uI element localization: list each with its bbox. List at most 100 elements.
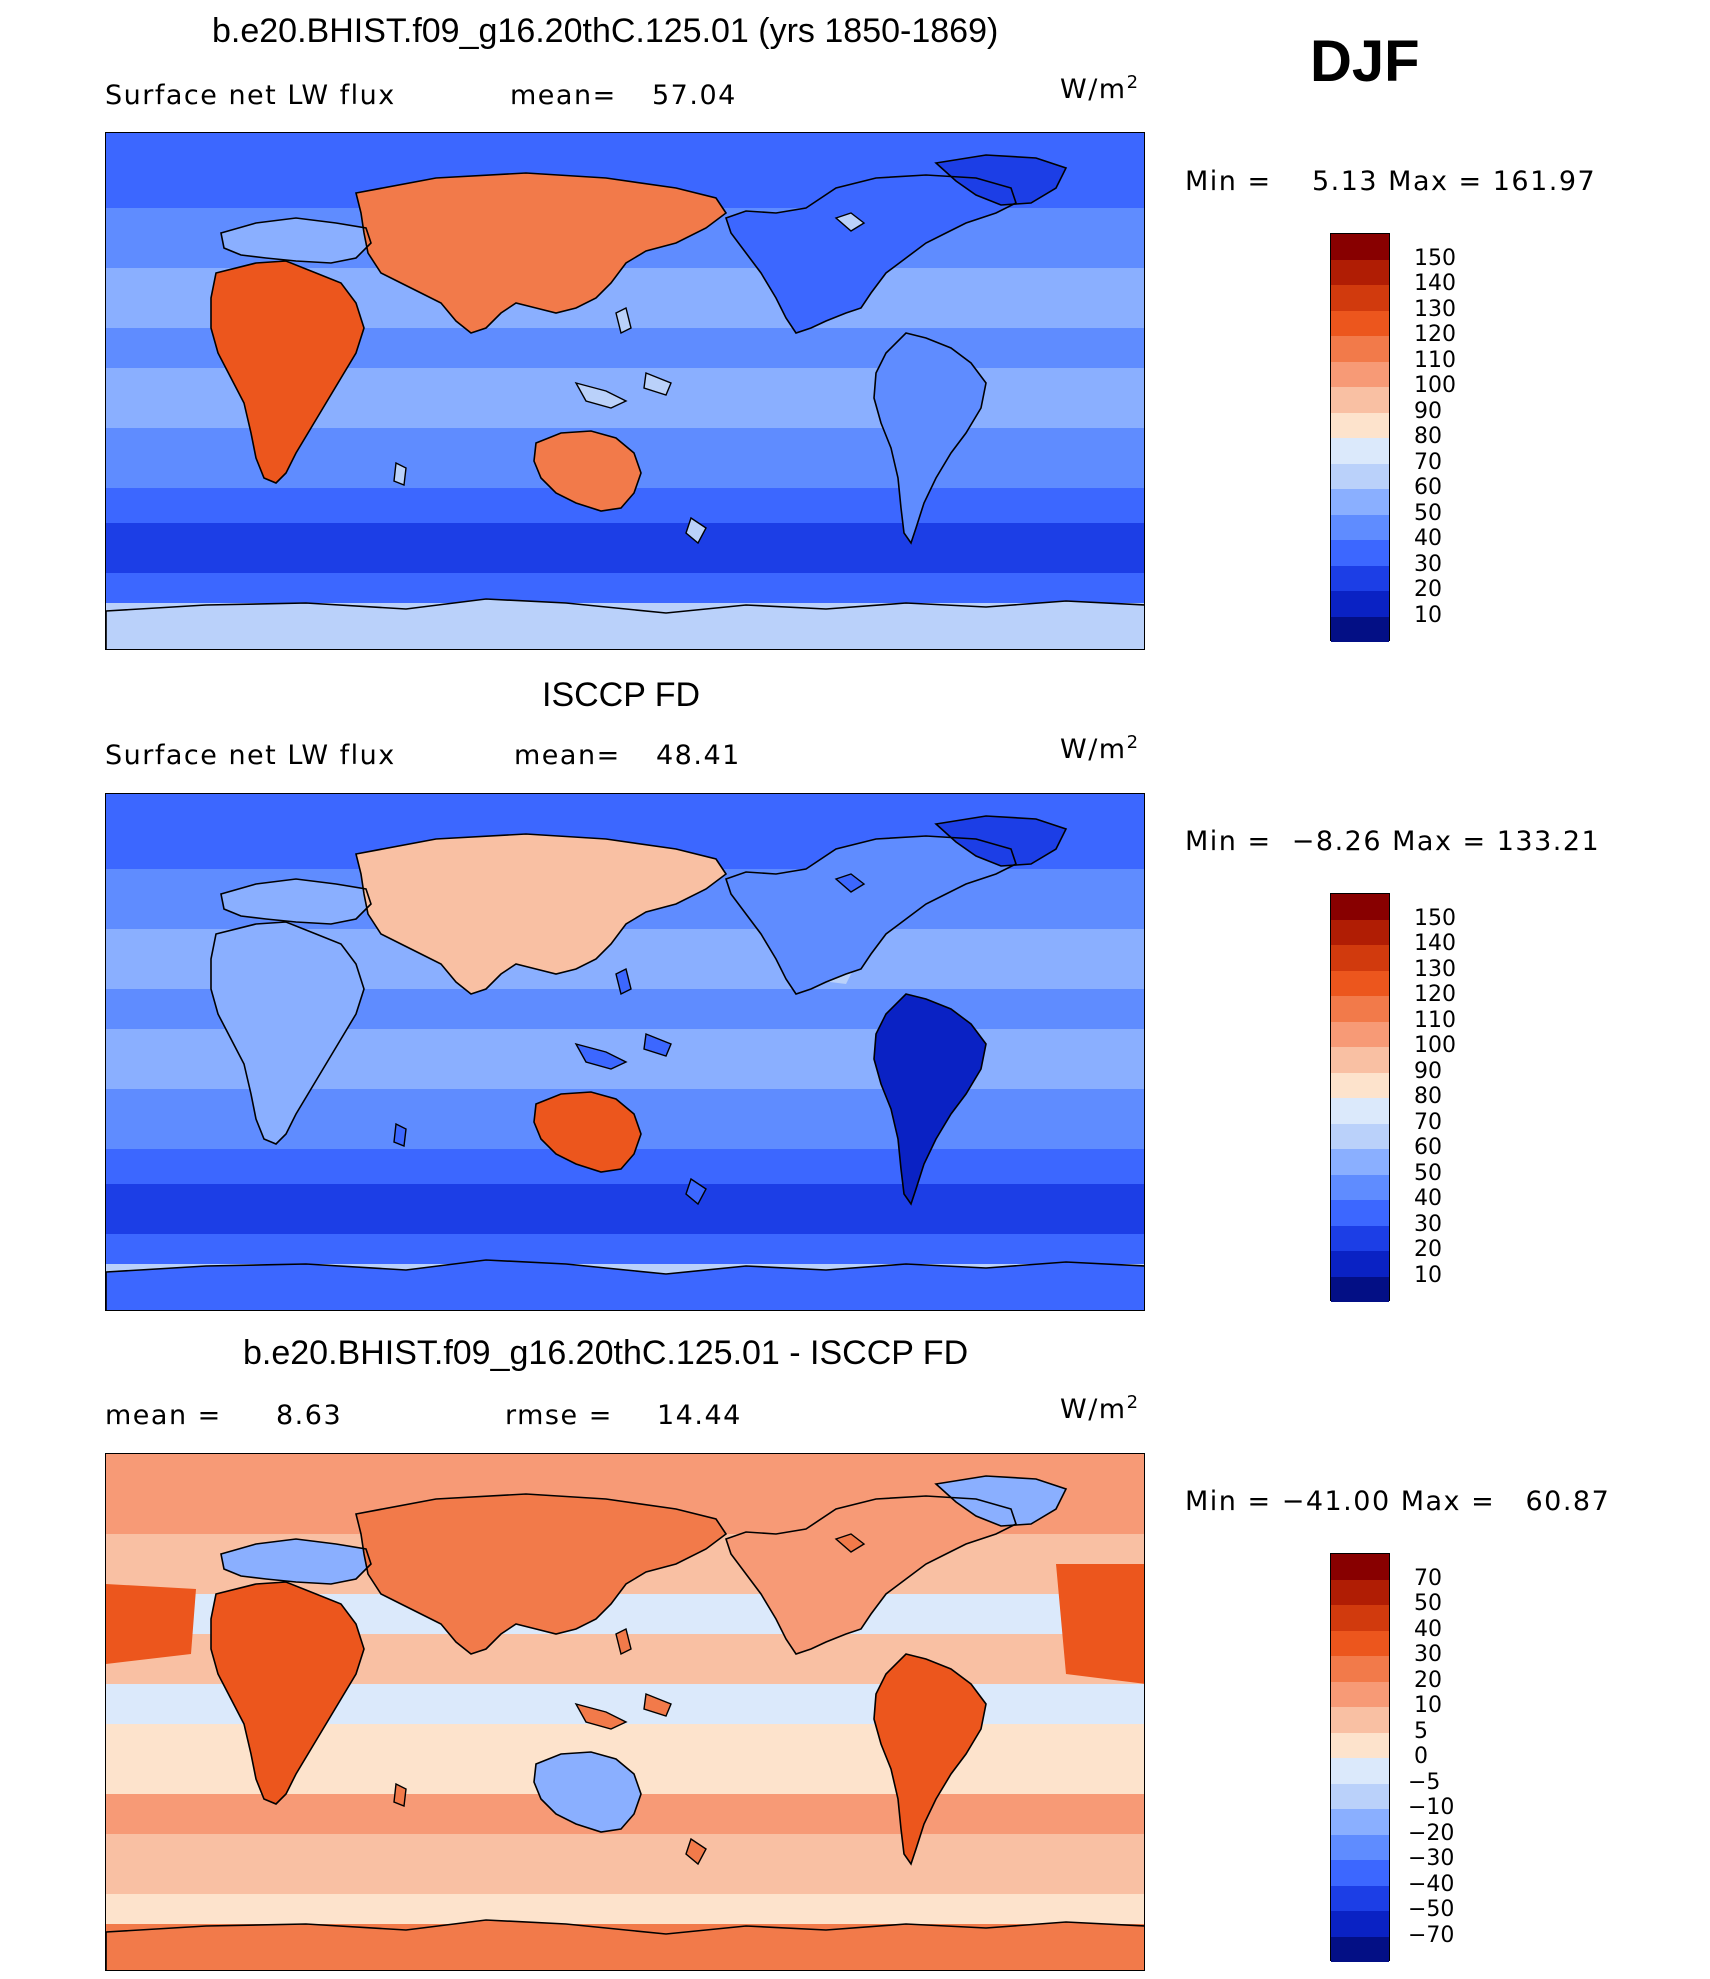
- colorbar-tick-label: 40: [1414, 1186, 1442, 1211]
- colorbar-swatch: [1331, 1225, 1389, 1251]
- colorbar-tick-label: −50: [1408, 1897, 1455, 1922]
- panel-3-rmse-label: rmse =: [505, 1400, 613, 1431]
- panel-1-mean-value: 57.04: [652, 80, 737, 111]
- panel-3-mean-value: 8.63: [276, 1400, 343, 1431]
- panel-1-minmax: Min = 5.13 Max = 161.97: [1185, 166, 1597, 197]
- panel-3-colorbar: [1330, 1553, 1390, 1962]
- colorbar-swatch: [1331, 1911, 1389, 1937]
- colorbar-tick-label: 40: [1414, 1616, 1442, 1642]
- colorbar-swatch: [1331, 970, 1389, 996]
- colorbar-swatch: [1331, 1021, 1389, 1047]
- colorbar-tick-label: 80: [1414, 424, 1442, 449]
- panel-1-map: [105, 132, 1145, 650]
- colorbar-swatch: [1331, 387, 1389, 413]
- colorbar-swatch: [1331, 1276, 1389, 1302]
- panel-3-title: b.e20.BHIST.f09_g16.20thC.125.01 - ISCCP…: [243, 1334, 969, 1372]
- colorbar-tick-label: 130: [1414, 956, 1456, 982]
- colorbar-swatch: [1331, 1251, 1389, 1277]
- colorbar-swatch: [1331, 945, 1389, 971]
- colorbar-swatch: [1331, 1123, 1389, 1149]
- colorbar-swatch: [1331, 591, 1389, 617]
- colorbar-swatch: [1331, 1809, 1389, 1835]
- colorbar-tick-label: 120: [1414, 322, 1456, 347]
- colorbar-tick-label: 30: [1414, 551, 1442, 577]
- season-label: DJF: [1310, 29, 1420, 94]
- panel-2-minmax: Min = −8.26 Max = 133.21: [1185, 826, 1601, 857]
- panel-3-minmax: Min = −41.00 Max = 60.87: [1185, 1486, 1611, 1517]
- colorbar-tick-label: 20: [1414, 577, 1442, 602]
- colorbar-tick-label: 10: [1414, 602, 1442, 628]
- colorbar-swatch: [1331, 234, 1389, 260]
- colorbar-tick-label: 150: [1414, 245, 1456, 271]
- colorbar-tick-label: 140: [1414, 271, 1456, 296]
- colorbar-tick-label: 120: [1414, 982, 1456, 1007]
- colorbar-swatch: [1331, 1579, 1389, 1605]
- colorbar-swatch: [1331, 1860, 1389, 1886]
- panel-2-units: W/m2: [1060, 732, 1140, 765]
- colorbar-swatch: [1331, 310, 1389, 336]
- colorbar-tick-label: 130: [1414, 296, 1456, 322]
- colorbar-swatch: [1331, 259, 1389, 285]
- colorbar-tick-label: 80: [1414, 1084, 1442, 1109]
- colorbar-swatch: [1331, 1072, 1389, 1098]
- colorbar-swatch: [1331, 1656, 1389, 1682]
- colorbar-swatch: [1331, 1885, 1389, 1911]
- colorbar-swatch: [1331, 1936, 1389, 1962]
- colorbar-tick-label: 20: [1414, 1667, 1442, 1693]
- panel-3-units: W/m2: [1060, 1392, 1140, 1425]
- colorbar-tick-label: −70: [1408, 1922, 1455, 1948]
- colorbar-tick-label: 10: [1414, 1693, 1442, 1718]
- colorbar-tick-label: 30: [1414, 1642, 1442, 1667]
- colorbar-tick-label: 50: [1414, 1591, 1442, 1616]
- panel-3-rmse-value: 14.44: [657, 1400, 742, 1431]
- colorbar-swatch: [1331, 616, 1389, 642]
- colorbar-swatch: [1331, 1098, 1389, 1124]
- panel-2-mean-value: 48.41: [656, 740, 741, 771]
- colorbar-tick-label: 70: [1414, 1565, 1442, 1591]
- colorbar-tick-label: −30: [1408, 1846, 1455, 1871]
- colorbar-swatch: [1331, 285, 1389, 311]
- colorbar-swatch: [1331, 1707, 1389, 1733]
- colorbar-swatch: [1331, 540, 1389, 566]
- panel-2-mean-label: mean=: [514, 740, 621, 771]
- colorbar-swatch: [1331, 996, 1389, 1022]
- colorbar-swatch: [1331, 1605, 1389, 1631]
- colorbar-swatch: [1331, 1732, 1389, 1758]
- colorbar-tick-label: 90: [1414, 398, 1442, 424]
- panel-2-variable-label: Surface net LW flux: [105, 740, 396, 771]
- panel-2-map: [105, 793, 1145, 1311]
- colorbar-tick-label: 40: [1414, 526, 1442, 551]
- panel-1-units: W/m2: [1060, 72, 1140, 105]
- colorbar-tick-label: 70: [1414, 1109, 1442, 1135]
- colorbar-tick-label: −40: [1408, 1871, 1455, 1897]
- colorbar-swatch: [1331, 1834, 1389, 1860]
- colorbar-swatch: [1331, 1200, 1389, 1226]
- colorbar-swatch: [1331, 919, 1389, 945]
- colorbar-swatch: [1331, 1758, 1389, 1784]
- panel-1-variable-label: Surface net LW flux: [105, 80, 396, 111]
- colorbar-tick-label: 90: [1414, 1058, 1442, 1084]
- panel-3-map: [105, 1453, 1145, 1971]
- colorbar-tick-label: 20: [1414, 1237, 1442, 1262]
- colorbar-swatch: [1331, 1630, 1389, 1656]
- panel-1-colorbar: [1330, 233, 1390, 642]
- colorbar-swatch: [1331, 1554, 1389, 1580]
- colorbar-swatch: [1331, 412, 1389, 438]
- colorbar-swatch: [1331, 463, 1389, 489]
- colorbar-tick-label: 110: [1414, 347, 1456, 373]
- colorbar-swatch: [1331, 1149, 1389, 1175]
- panel-2-title: ISCCP FD: [542, 676, 701, 714]
- panel-1-title: b.e20.BHIST.f09_g16.20thC.125.01 (yrs 18…: [212, 12, 999, 50]
- colorbar-tick-label: 150: [1414, 905, 1456, 931]
- colorbar-tick-label: 60: [1414, 475, 1442, 500]
- colorbar-tick-label: 60: [1414, 1135, 1442, 1160]
- colorbar-tick-label: 110: [1414, 1007, 1456, 1033]
- colorbar-swatch: [1331, 1681, 1389, 1707]
- colorbar-tick-label: 10: [1414, 1262, 1442, 1288]
- panel-3-mean-label: mean =: [105, 1400, 222, 1431]
- panel-1-mean-label: mean=: [510, 80, 617, 111]
- colorbar-swatch: [1331, 1783, 1389, 1809]
- colorbar-tick-label: 30: [1414, 1211, 1442, 1237]
- colorbar-swatch: [1331, 489, 1389, 515]
- colorbar-swatch: [1331, 1174, 1389, 1200]
